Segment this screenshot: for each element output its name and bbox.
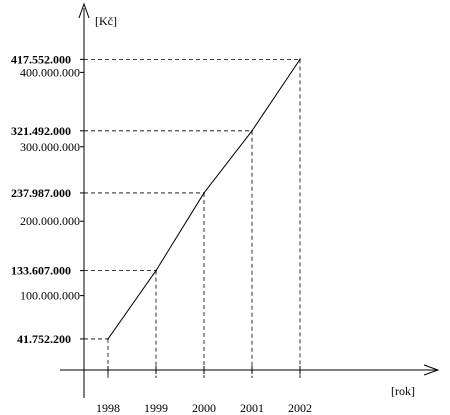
x-tick-label: 2001 bbox=[240, 401, 264, 415]
x-tick-label: 1998 bbox=[96, 401, 120, 415]
y-tick-label: 400.000.000 bbox=[20, 65, 80, 79]
data-line bbox=[107, 59, 301, 340]
data-point bbox=[251, 130, 253, 132]
data-point bbox=[203, 192, 205, 194]
x-axis-label: [rok] bbox=[391, 384, 415, 398]
data-value-label: 321.492.000 bbox=[11, 124, 71, 138]
y-axis-label: [Kč] bbox=[95, 14, 117, 28]
y-tick-label: 100.000.000 bbox=[20, 289, 80, 303]
guide-lines bbox=[84, 58, 301, 378]
data-point bbox=[299, 58, 301, 61]
y-tick-label: 200.000.000 bbox=[20, 214, 80, 228]
data-value-label: 417.552.000 bbox=[11, 52, 71, 66]
series-layer bbox=[107, 58, 301, 340]
data-value-label: 237.987.000 bbox=[11, 186, 71, 200]
data-point bbox=[107, 338, 109, 340]
x-tick-label: 2000 bbox=[192, 401, 216, 415]
y-tick-label: 300.000.000 bbox=[20, 140, 80, 154]
data-point bbox=[155, 269, 157, 272]
y-axis-arrow bbox=[78, 2, 90, 19]
data-value-label: 133.607.000 bbox=[11, 264, 71, 278]
x-axis-arrow bbox=[423, 364, 440, 376]
tick-layer: 100.000.000 200.000.000 300.000.000 400.000… bbox=[11, 52, 312, 415]
x-tick-label: 1999 bbox=[144, 401, 168, 415]
data-value-label: 41.752.200 bbox=[17, 332, 71, 346]
x-tick-label: 2002 bbox=[288, 401, 312, 415]
